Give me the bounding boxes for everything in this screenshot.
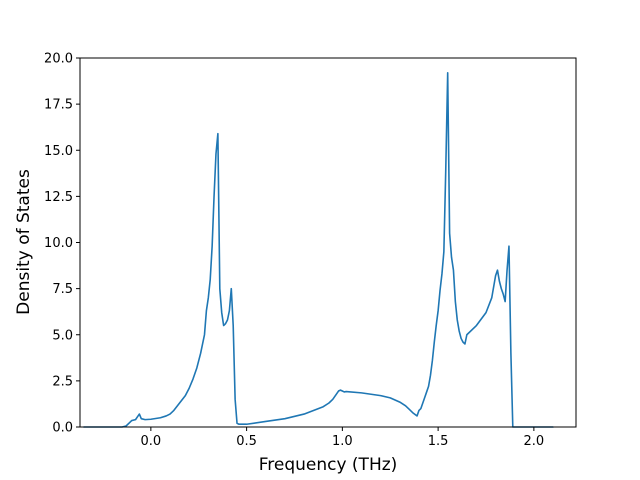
series-layer	[83, 71, 554, 428]
x-tick-label: 1.0	[332, 434, 353, 449]
x-axis-ticks: 0.0 0.5 1.0 1.5 2.0	[141, 427, 545, 449]
x-tick-label: 0.0	[141, 434, 162, 449]
y-tick-label: 10.0	[44, 236, 73, 251]
dos-series-line	[83, 71, 554, 428]
y-tick-label: 17.5	[44, 98, 73, 113]
y-axis-ticks: 0.0 2.5 5.0 7.5 10.0 12.5 15.0 17.5 20.0	[44, 52, 80, 436]
y-tick-label: 0.0	[52, 421, 73, 436]
y-tick-label: 2.5	[52, 374, 73, 389]
x-tick-label: 1.5	[428, 434, 449, 449]
y-axis-label: Density of States	[14, 169, 34, 315]
y-tick-label: 7.5	[52, 282, 73, 297]
x-axis-label: Frequency (THz)	[259, 455, 398, 475]
x-tick-label: 0.5	[236, 434, 257, 449]
y-tick-label: 15.0	[44, 144, 73, 159]
x-tick-label: 2.0	[524, 434, 545, 449]
y-tick-label: 5.0	[52, 328, 73, 343]
y-tick-label: 12.5	[44, 190, 73, 205]
y-tick-label: 20.0	[44, 52, 73, 67]
